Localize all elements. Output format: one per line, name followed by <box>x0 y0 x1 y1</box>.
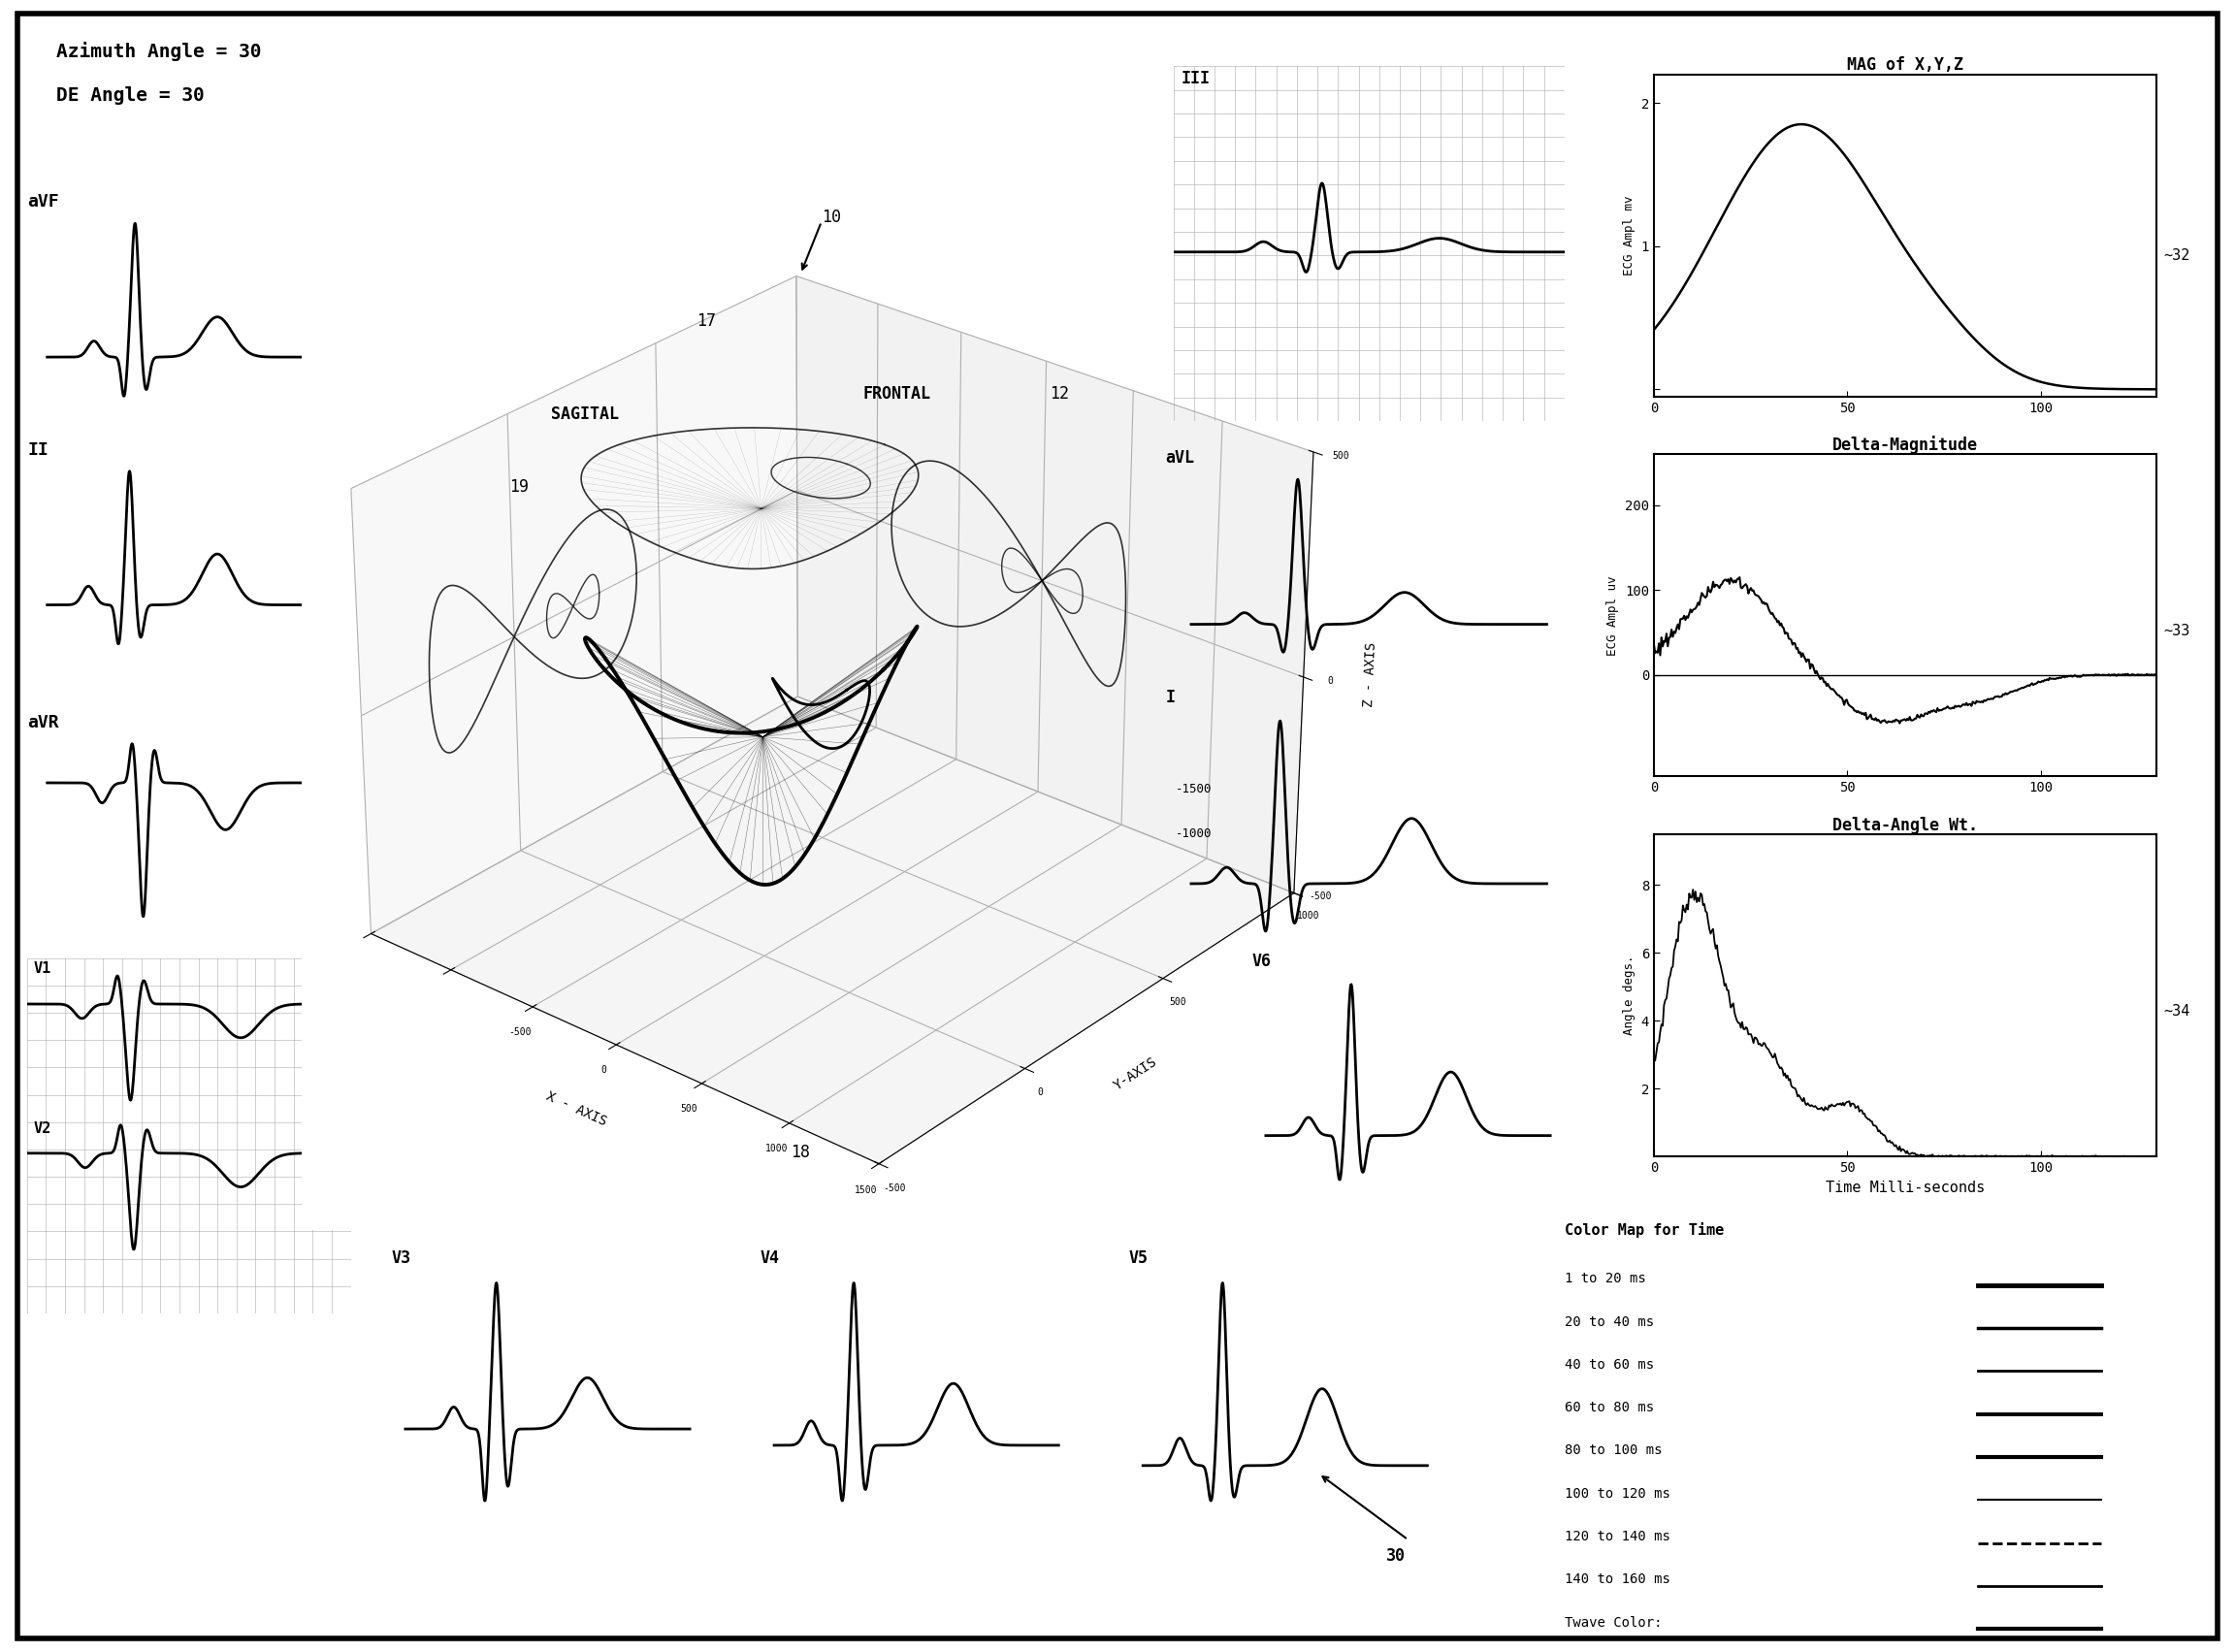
X-axis label: Time Milli-seconds: Time Milli-seconds <box>1826 1180 1985 1194</box>
Y-axis label: ECG Ampl uv: ECG Ampl uv <box>1607 575 1620 656</box>
X-axis label: X - AXIS: X - AXIS <box>543 1089 608 1128</box>
Text: 60 to 80 ms: 60 to 80 ms <box>1564 1401 1654 1414</box>
Text: SAGITAL: SAGITAL <box>552 406 619 423</box>
Y-axis label: Y-AXIS: Y-AXIS <box>1111 1056 1160 1094</box>
Text: FRONTAL: FRONTAL <box>863 385 930 403</box>
Text: V2: V2 <box>34 1122 51 1137</box>
Text: V5: V5 <box>1129 1251 1149 1267</box>
Text: 10: 10 <box>822 208 840 226</box>
Text: 12: 12 <box>1050 385 1068 403</box>
Text: -1500: -1500 <box>1176 783 1211 796</box>
Text: DE Angle = 30: DE Angle = 30 <box>56 86 203 104</box>
Title: Delta-Magnitude: Delta-Magnitude <box>1833 436 1978 454</box>
Text: 17: 17 <box>697 312 715 330</box>
Text: 30: 30 <box>1386 1548 1406 1564</box>
Text: aVL: aVL <box>1167 449 1196 468</box>
Text: II: II <box>27 441 49 459</box>
Text: Azimuth Angle = 30: Azimuth Angle = 30 <box>56 41 261 61</box>
Text: 40 to 60 ms: 40 to 60 ms <box>1564 1358 1654 1371</box>
Text: aVR: aVR <box>27 714 58 732</box>
Text: V1: V1 <box>34 961 51 976</box>
Title: MAG of X,Y,Z: MAG of X,Y,Z <box>1846 56 1965 74</box>
Text: III: III <box>1182 69 1211 88</box>
Text: -1000: -1000 <box>1176 828 1211 841</box>
Text: ~32: ~32 <box>2163 249 2190 263</box>
Text: ~33: ~33 <box>2163 624 2190 638</box>
Text: V3: V3 <box>391 1251 411 1267</box>
Text: 19: 19 <box>510 479 530 496</box>
Text: ~34: ~34 <box>2163 1004 2190 1018</box>
Text: Twave Color:: Twave Color: <box>1564 1616 1663 1629</box>
Text: 80 to 100 ms: 80 to 100 ms <box>1564 1444 1663 1457</box>
Text: 140 to 160 ms: 140 to 160 ms <box>1564 1573 1670 1586</box>
Text: 100 to 120 ms: 100 to 120 ms <box>1564 1487 1670 1500</box>
Title: Delta-Angle Wt.: Delta-Angle Wt. <box>1833 816 1978 834</box>
Text: 1 to 20 ms: 1 to 20 ms <box>1564 1272 1645 1285</box>
Y-axis label: Angle degs.: Angle degs. <box>1623 955 1636 1036</box>
Text: V4: V4 <box>760 1251 780 1267</box>
Text: I: I <box>1167 689 1176 705</box>
Text: aVF: aVF <box>27 193 58 211</box>
Text: 18: 18 <box>791 1143 809 1161</box>
Text: V6: V6 <box>1252 953 1272 970</box>
Text: 120 to 140 ms: 120 to 140 ms <box>1564 1530 1670 1543</box>
Text: 20 to 40 ms: 20 to 40 ms <box>1564 1315 1654 1328</box>
Text: Color Map for Time: Color Map for Time <box>1564 1222 1723 1237</box>
Y-axis label: ECG Ampl mv: ECG Ampl mv <box>1623 195 1636 276</box>
